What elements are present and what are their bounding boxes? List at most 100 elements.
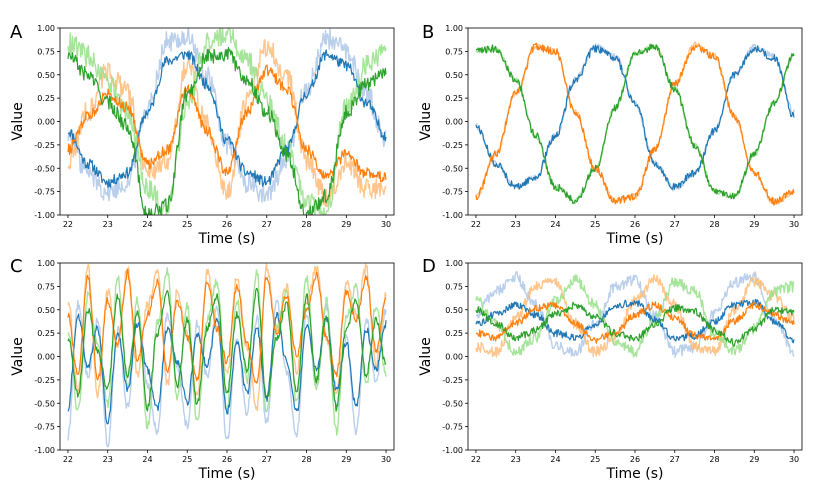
x-tick-label: 28 bbox=[301, 455, 311, 464]
x-tick-label: 24 bbox=[550, 455, 560, 464]
y-tick-label: -0.50 bbox=[442, 399, 463, 408]
y-tick-label: 1.00 bbox=[445, 24, 463, 33]
x-tick-label: 27 bbox=[262, 455, 272, 464]
series-line-orange bbox=[67, 268, 387, 384]
y-tick-label: -0.75 bbox=[442, 188, 463, 197]
series-line-green bbox=[67, 46, 387, 215]
x-tick-label: 22 bbox=[63, 455, 73, 464]
y-tick-label: -0.25 bbox=[34, 376, 55, 385]
y-tick-label: -1.00 bbox=[34, 211, 55, 220]
series-line-blue bbox=[67, 49, 387, 188]
series-group bbox=[475, 41, 795, 206]
y-tick-label: -1.00 bbox=[442, 446, 463, 455]
y-tick-label: 1.00 bbox=[37, 259, 55, 268]
x-tick-label: 22 bbox=[63, 220, 73, 229]
x-tick-label: 26 bbox=[222, 220, 232, 229]
x-tick-label: 25 bbox=[182, 220, 192, 229]
y-tick-label: 0.25 bbox=[37, 94, 55, 103]
y-tick-label: 0.75 bbox=[445, 47, 463, 56]
series-line-green-light bbox=[475, 43, 795, 205]
y-tick-label: -0.25 bbox=[442, 141, 463, 150]
x-tick-label: 23 bbox=[103, 220, 113, 229]
series-line-orange-light bbox=[475, 41, 794, 206]
x-tick-label: 25 bbox=[590, 220, 600, 229]
x-tick-label: 25 bbox=[182, 455, 192, 464]
panel-c: 22 23 24 25 26 27 28 29 30 -1.00 -0.75 -0.50 -0.25 0.… bbox=[10, 256, 395, 482]
x-tick-label: 28 bbox=[709, 220, 719, 229]
y-tick-label: -0.50 bbox=[442, 164, 463, 173]
panel-letter: B bbox=[422, 22, 434, 43]
x-tick-label: 23 bbox=[511, 220, 521, 229]
x-tick-label: 29 bbox=[341, 220, 351, 229]
x-tick-label: 27 bbox=[670, 220, 680, 229]
panel-letter: C bbox=[10, 256, 23, 277]
x-tick-label: 26 bbox=[630, 220, 640, 229]
y-tick-label: -1.00 bbox=[442, 211, 463, 220]
y-tick-label: -1.00 bbox=[34, 446, 55, 455]
x-tick-label: 24 bbox=[142, 220, 152, 229]
y-tick-label: -0.25 bbox=[442, 376, 463, 385]
y-tick-label: 0.50 bbox=[37, 306, 55, 315]
panel-letter: D bbox=[422, 256, 436, 277]
y-tick-label: 0.00 bbox=[37, 118, 55, 127]
x-tick-label: 30 bbox=[789, 455, 799, 464]
series-line-green bbox=[475, 43, 795, 205]
y-axis-label: Value bbox=[10, 337, 26, 375]
series-line-green bbox=[475, 301, 795, 347]
x-tick-label: 26 bbox=[630, 455, 640, 464]
series-line-green-light bbox=[67, 28, 387, 215]
series-line-blue bbox=[475, 44, 795, 190]
x-tick-label: 28 bbox=[301, 220, 311, 229]
y-tick-label: 0.25 bbox=[445, 329, 463, 338]
y-tick-label: 1.00 bbox=[37, 24, 55, 33]
y-tick-label: 0.50 bbox=[445, 71, 463, 80]
y-tick-label: 0.25 bbox=[37, 329, 55, 338]
x-tick-label: 29 bbox=[749, 220, 759, 229]
series-line-blue-light bbox=[67, 28, 387, 203]
y-tick-label: -0.75 bbox=[442, 423, 463, 432]
y-tick-label: 0.25 bbox=[445, 94, 463, 103]
y-tick-label: 0.50 bbox=[37, 71, 55, 80]
x-tick-label: 27 bbox=[670, 455, 680, 464]
series-group bbox=[67, 28, 387, 215]
panel-a: 22 23 24 25 26 27 28 29 30 -1.00 -0.75 -0.50 -0.25 0.… bbox=[10, 22, 395, 247]
x-tick-label: 28 bbox=[709, 455, 719, 464]
x-tick-label: 30 bbox=[381, 220, 391, 229]
y-tick-label: 1.00 bbox=[445, 259, 463, 268]
x-tick-label: 23 bbox=[511, 455, 521, 464]
series-line-green-light bbox=[67, 267, 387, 436]
y-tick-label: -0.75 bbox=[34, 188, 55, 197]
x-tick-label: 30 bbox=[381, 455, 391, 464]
series-line-orange bbox=[67, 64, 387, 183]
x-axis-label: Time (s) bbox=[198, 466, 256, 482]
x-tick-label: 29 bbox=[749, 455, 759, 464]
y-tick-label: 0.75 bbox=[37, 47, 55, 56]
x-tick-label: 23 bbox=[103, 455, 113, 464]
panel-letter: A bbox=[10, 22, 23, 43]
x-tick-label: 22 bbox=[471, 220, 481, 229]
x-tick-label: 30 bbox=[789, 220, 799, 229]
y-tick-label: 0.75 bbox=[445, 282, 463, 291]
x-axis-label: Time (s) bbox=[198, 231, 256, 247]
y-tick-label: 0.50 bbox=[445, 306, 463, 315]
plot-frame bbox=[467, 262, 803, 451]
y-axis-label: Value bbox=[418, 337, 434, 375]
y-tick-label: 0.00 bbox=[37, 353, 55, 362]
series-line-green-light bbox=[475, 274, 795, 358]
panel-d: 22 23 24 25 26 27 28 29 30 -1.00 -0.75 -0.50 -0.25 0.… bbox=[418, 256, 803, 482]
y-tick-label: -0.50 bbox=[34, 164, 55, 173]
y-axis-label: Value bbox=[418, 102, 434, 140]
series-line-blue bbox=[67, 311, 387, 425]
x-tick-label: 25 bbox=[590, 455, 600, 464]
x-tick-label: 29 bbox=[341, 455, 351, 464]
series-group bbox=[475, 271, 795, 358]
series-line-orange bbox=[476, 301, 795, 344]
x-axis-label: Time (s) bbox=[606, 231, 664, 247]
panel-b: 22 23 24 25 26 27 28 29 30 -1.00 -0.75 -0.50 -0.25 0.… bbox=[418, 22, 803, 247]
x-tick-label: 24 bbox=[550, 220, 560, 229]
x-axis-label: Time (s) bbox=[606, 466, 664, 482]
series-line-orange bbox=[475, 42, 795, 206]
y-tick-label: 0.75 bbox=[37, 282, 55, 291]
series-line-green bbox=[67, 287, 387, 412]
